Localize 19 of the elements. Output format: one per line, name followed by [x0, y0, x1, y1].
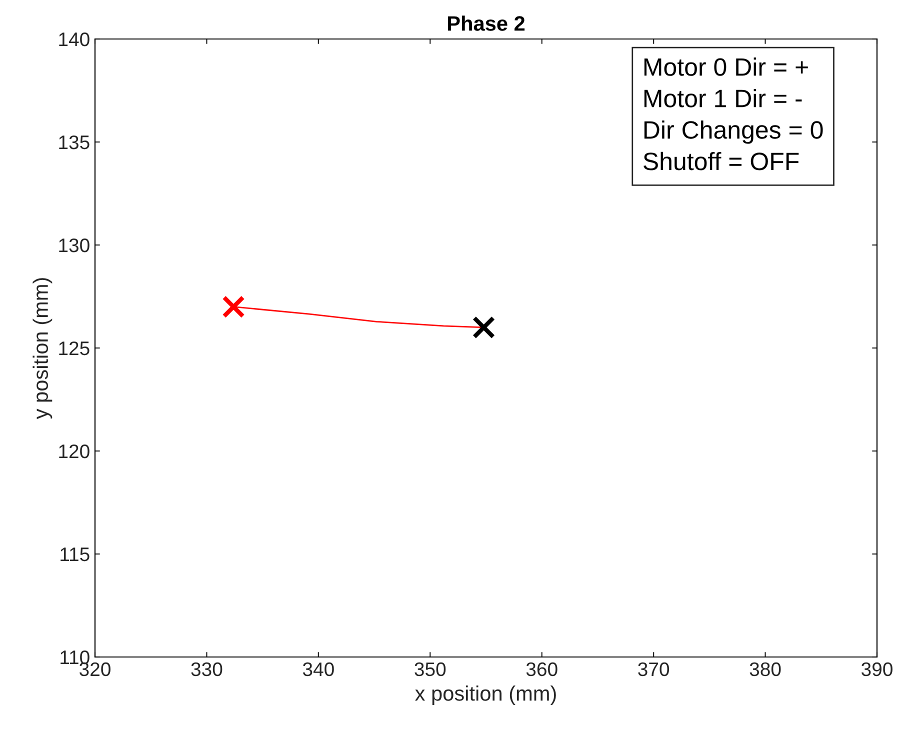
- x-tick-label: 380: [750, 662, 781, 676]
- y-tick-label: 130: [59, 238, 90, 252]
- x-tick-label: 370: [638, 662, 670, 676]
- y-tick-label: 135: [59, 135, 90, 150]
- x-tick-label: 340: [302, 662, 334, 676]
- x-tick-label: 330: [191, 662, 222, 676]
- annotation: Motor 0 Dir = + Motor 1 Dir = - Dir Changes = 0 Shutoff = OFF: [644, 58, 823, 170]
- chart-title: Phase 2: [448, 16, 525, 31]
- x-tick-label: 320: [80, 662, 110, 676]
- y-tick-label: 140: [59, 32, 90, 46]
- y-tick-label: 110: [60, 650, 90, 664]
- y-tick-label: 115: [60, 548, 90, 562]
- y-tick-label: 120: [59, 444, 90, 458]
- x-tick-label: 350: [414, 662, 446, 676]
- x-axis-title: x position (mm): [415, 686, 556, 705]
- y-tick-label: 125: [59, 341, 90, 356]
- x-tick-label: 390: [862, 662, 892, 676]
- x-tick-label: 360: [526, 662, 558, 676]
- y-axis-title: y position (mm): [32, 278, 52, 420]
